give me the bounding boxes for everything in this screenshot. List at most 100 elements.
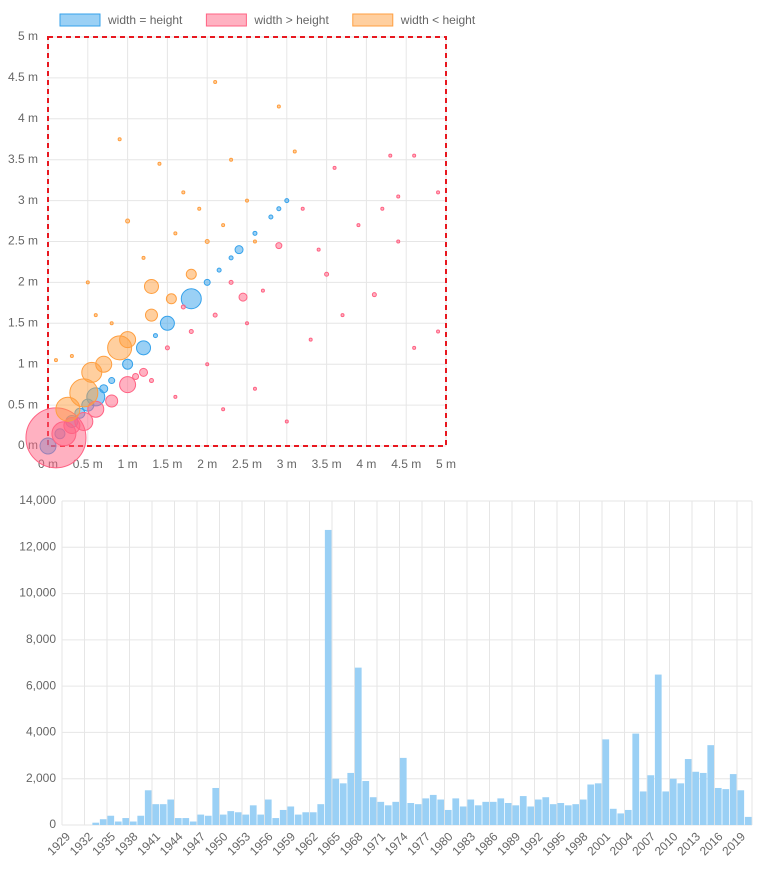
bubble [143,278,159,294]
bar [332,778,340,825]
bubble [245,198,249,203]
x-tick-label: 1971 [359,829,388,858]
x-tick-label: 1941 [134,829,163,858]
y-tick-label: 1 m [18,356,38,370]
bar [572,804,580,825]
bubble [125,218,131,224]
bar [137,815,145,825]
x-tick-label: 1962 [292,829,321,858]
bar [647,775,655,825]
x-tick-label: 1998 [562,829,591,858]
bubble [213,79,218,84]
bar [527,806,535,825]
bar [152,804,160,825]
x-tick-label: 1980 [427,829,456,858]
bar [579,799,587,825]
bubble [144,308,158,322]
y-tick-label: 3 m [18,193,38,207]
legend-swatch [59,13,101,27]
bar [564,805,572,825]
bubble [308,337,313,342]
bubble [204,239,210,244]
bar [407,803,415,825]
bubble [292,149,297,154]
y-tick-label: 6,000 [26,678,56,692]
bar [317,804,325,825]
bar [272,818,280,825]
x-tick-label: 1.5 m [152,457,182,471]
bar [474,805,482,825]
bar [249,805,257,825]
bubble [284,419,289,424]
y-tick-label: 5 m [18,29,38,43]
bar [227,811,235,825]
bubble [136,340,152,356]
y-tick-label: 4 m [18,111,38,125]
bar [354,667,362,825]
bar [414,804,422,825]
bar [377,801,385,825]
bar [459,806,467,825]
y-tick-label: 4,000 [26,725,56,739]
bubble [188,328,194,334]
bubble [396,194,401,199]
bar [699,772,707,825]
bar [722,789,730,825]
bar [692,771,700,825]
bar [549,804,557,825]
bar [362,781,370,825]
bar [242,814,250,825]
bubble [132,372,140,380]
bubble [108,377,116,385]
y-tick-label: 3.5 m [8,152,38,166]
bar [167,799,175,825]
y-tick-label: 1.5 m [8,315,38,329]
y-tick-label: 4.5 m [8,70,38,84]
bar [99,819,107,825]
bar [339,783,347,825]
bar [92,822,100,825]
y-tick-label: 12,000 [19,539,56,553]
bubble [234,245,244,255]
x-tick-label: 1935 [89,829,118,858]
bubble [300,206,305,211]
bubble [99,384,109,394]
bar [452,798,460,825]
bar [174,818,182,825]
bubble [203,278,211,286]
bubble [252,239,257,244]
y-tick-label: 0.5 m [8,397,38,411]
bubble [371,292,377,298]
bar [482,801,490,825]
bubble [436,190,441,195]
x-tick-label: 1944 [157,829,186,858]
bubble [396,239,401,244]
bubble [180,288,202,310]
x-tick-label: 4.5 m [391,457,421,471]
x-tick-label: 2019 [719,829,748,858]
bubble [181,190,186,195]
legend-label: width < height [400,13,476,27]
bubble [197,206,202,211]
bubble [173,231,178,236]
bubble [117,137,122,142]
bar [632,733,640,825]
bubble [412,153,417,158]
x-tick-label: 2 m [197,457,217,471]
bubble [159,315,175,331]
bar [714,787,722,825]
x-tick-label: 1968 [337,829,366,858]
bar [617,813,625,825]
bubble [141,255,146,260]
x-tick-label: 1989 [494,829,523,858]
bar [129,821,137,825]
bar [107,815,115,825]
bubble [105,394,119,408]
x-tick-label: 1956 [247,829,276,858]
bubble [276,104,281,109]
bubble [85,280,90,285]
bar [512,805,520,825]
bar [654,674,662,825]
bubble [95,355,113,373]
bar [429,794,437,825]
